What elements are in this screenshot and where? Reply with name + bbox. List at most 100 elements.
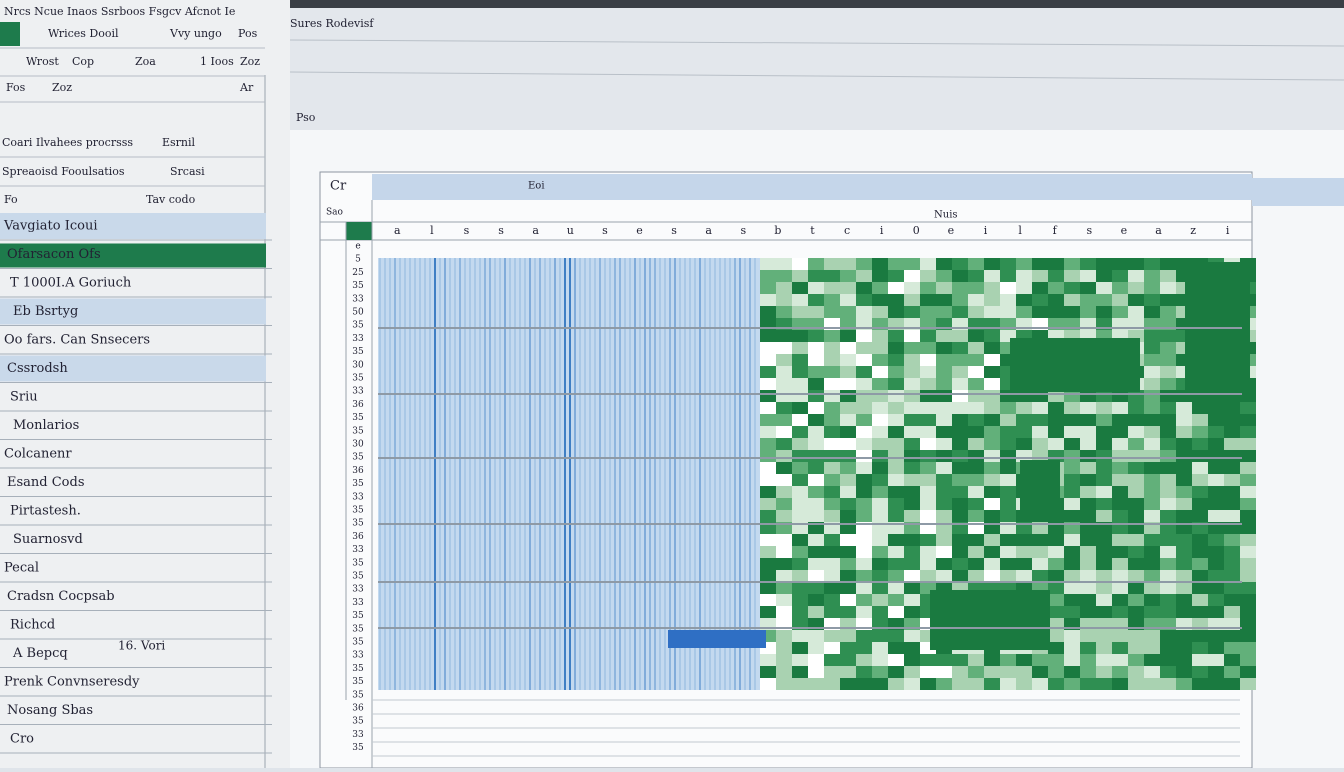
green-cell — [1080, 570, 1096, 582]
green-cell — [840, 426, 856, 438]
green-cell — [1240, 474, 1256, 486]
green-cell — [1176, 462, 1192, 474]
green-cell — [1016, 258, 1032, 270]
green-cell — [792, 414, 808, 426]
green-cell — [840, 378, 856, 390]
green-cell — [824, 330, 840, 342]
green-cell — [1144, 462, 1160, 474]
green-cell — [984, 570, 1000, 582]
green-cell — [1176, 606, 1192, 618]
green-cell — [840, 366, 856, 378]
green-cell — [1176, 678, 1192, 690]
sidebar-item: Cro — [10, 732, 34, 747]
green-cell — [1144, 426, 1160, 438]
green-cell — [904, 498, 920, 510]
green-cell — [776, 330, 792, 342]
row-header: 33 — [352, 492, 364, 502]
green-cell — [1144, 558, 1160, 570]
green-cell — [1096, 642, 1112, 654]
green-cell — [1048, 546, 1064, 558]
green-cell — [840, 534, 856, 546]
green-cell — [968, 402, 984, 414]
green-cell — [1096, 570, 1112, 582]
green-cell — [824, 270, 840, 282]
green-cell — [968, 390, 984, 402]
green-cell — [1176, 426, 1192, 438]
green-cell — [808, 654, 824, 666]
green-cell — [840, 486, 856, 498]
green-cell — [952, 546, 968, 558]
green-cell — [1096, 462, 1112, 474]
green-cell — [792, 486, 808, 498]
green-cell — [1112, 654, 1128, 666]
column-header: c — [844, 224, 850, 237]
green-cell — [968, 282, 984, 294]
green-cell — [1128, 654, 1144, 666]
row-header: 35 — [352, 677, 364, 687]
green-cell — [1208, 486, 1224, 498]
green-cell — [1048, 606, 1064, 618]
green-cell — [1112, 450, 1128, 462]
green-cell — [1064, 402, 1080, 414]
green-cell — [1112, 438, 1128, 450]
green-cell — [984, 438, 1000, 450]
green-cell — [984, 474, 1000, 486]
green-cell — [984, 270, 1000, 282]
green-cell — [776, 642, 792, 654]
green-cell — [1064, 486, 1080, 498]
green-cell — [1048, 654, 1064, 666]
green-cell — [1224, 546, 1240, 558]
green-cell — [792, 306, 808, 318]
green-cell — [904, 390, 920, 402]
green-cell — [1048, 402, 1064, 414]
green-cell — [856, 654, 872, 666]
green-cell — [872, 414, 888, 426]
green-cell — [1032, 654, 1048, 666]
green-cell — [920, 402, 936, 414]
green-cell — [1016, 306, 1032, 318]
green-cell — [792, 294, 808, 306]
green-cell — [1176, 438, 1192, 450]
green-cell — [1240, 594, 1256, 606]
green-cell — [952, 330, 968, 342]
green-cell — [808, 306, 824, 318]
green-cell — [856, 510, 872, 522]
green-cell — [1144, 570, 1160, 582]
green-cell — [1112, 570, 1128, 582]
green-cell — [1000, 270, 1016, 282]
green-cell — [760, 294, 776, 306]
row-header: 33 — [352, 598, 364, 608]
green-cell — [792, 342, 808, 354]
green-cell — [1064, 450, 1080, 462]
toolbar-label: 1 Ioos — [200, 55, 234, 68]
green-cell — [1160, 390, 1176, 402]
sidebar-item: Cradsn Cocpsab — [7, 589, 115, 604]
toolbar-label: Ar — [239, 81, 254, 94]
green-cell — [920, 558, 936, 570]
green-cell — [760, 450, 776, 462]
green-cell — [840, 462, 856, 474]
green-cell — [920, 486, 936, 498]
green-cell — [760, 486, 776, 498]
green-cell — [1096, 498, 1112, 510]
green-cell — [1016, 678, 1032, 690]
green-cell — [1000, 654, 1016, 666]
green-cell — [888, 306, 904, 318]
green-cell — [1128, 642, 1144, 654]
green-cell — [1048, 414, 1064, 426]
green-cell — [1240, 522, 1256, 534]
green-cell — [808, 666, 824, 678]
column-header: i — [984, 224, 988, 237]
green-cell — [1160, 378, 1176, 390]
green-cell — [872, 282, 888, 294]
green-cell — [792, 642, 808, 654]
green-cell — [808, 390, 824, 402]
green-cell — [808, 486, 824, 498]
sidebar-item: Suarnosvd — [13, 532, 83, 547]
green-cell — [1160, 354, 1176, 366]
green-cell — [872, 558, 888, 570]
green-cell — [888, 258, 904, 270]
green-cell — [1080, 606, 1096, 618]
green-cell — [1208, 666, 1224, 678]
